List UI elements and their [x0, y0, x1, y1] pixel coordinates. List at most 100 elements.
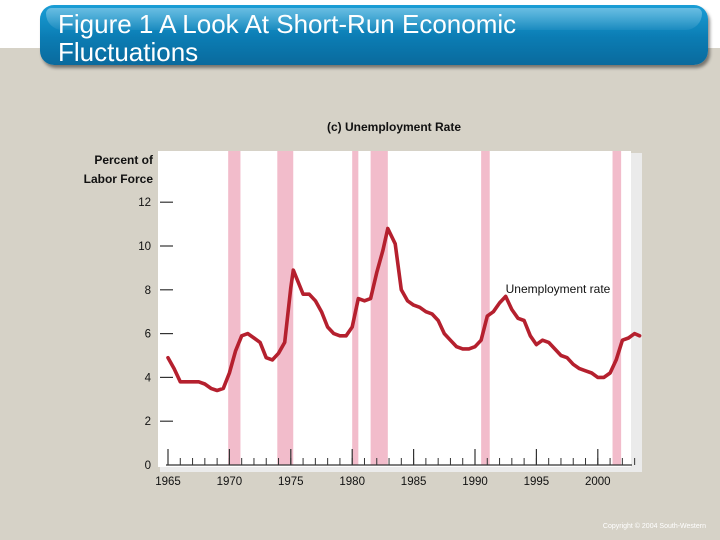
- data-point: [627, 336, 630, 340]
- data-point: [638, 334, 641, 338]
- data-point: [386, 227, 390, 230]
- y-tick-label-10: 10: [138, 241, 151, 253]
- data-point: [307, 292, 311, 296]
- data-point: [209, 386, 213, 390]
- x-tick-label-1975: 1975: [278, 476, 304, 488]
- data-point: [326, 325, 330, 329]
- data-point: [614, 358, 618, 362]
- data-point: [252, 336, 256, 340]
- data-point: [430, 312, 434, 316]
- data-point: [291, 268, 295, 272]
- data-point: [479, 338, 483, 342]
- data-point: [467, 347, 471, 351]
- x-tick-label-1965: 1965: [155, 476, 181, 488]
- data-point: [313, 299, 317, 303]
- data-point: [301, 292, 305, 296]
- data-point: [178, 380, 182, 384]
- x-tick-label-2000: 2000: [585, 476, 611, 488]
- data-point: [228, 371, 231, 375]
- data-point: [510, 308, 514, 311]
- y-tick-label-8: 8: [145, 285, 151, 297]
- data-point: [381, 248, 385, 252]
- slide-title: Figure 1 A Look At Short-Run Economic Fl…: [58, 9, 517, 67]
- data-point: [215, 389, 219, 392]
- y-axis-label-line1: Percent of: [94, 153, 154, 167]
- data-point: [283, 340, 287, 344]
- data-point: [559, 354, 563, 357]
- data-point: [295, 277, 299, 281]
- chart-title: (c) Unemployment Rate: [327, 120, 461, 134]
- data-point: [571, 362, 575, 366]
- data-point: [461, 347, 465, 351]
- data-point: [620, 338, 624, 342]
- data-point: [289, 286, 293, 290]
- y-tick-label-2: 2: [145, 416, 151, 428]
- y-tick-label-0: 0: [145, 460, 151, 472]
- data-point: [363, 299, 366, 303]
- recession-band-3: [370, 151, 388, 465]
- data-point: [234, 349, 237, 353]
- data-point: [492, 310, 495, 314]
- x-tick-label-1995: 1995: [524, 476, 550, 488]
- x-ticks: 1965 1970 1975 1980 1985 1990 1995 2000: [155, 449, 636, 488]
- data-point: [221, 386, 225, 390]
- series-annotation: Unemployment rate: [506, 282, 611, 296]
- data-point: [596, 376, 600, 379]
- recession-band-0: [228, 151, 241, 465]
- data-point: [240, 334, 244, 338]
- data-point: [191, 380, 194, 384]
- data-point: [449, 338, 452, 342]
- recession-band-5: [612, 151, 622, 465]
- data-point: [320, 310, 323, 314]
- data-point: [406, 299, 409, 303]
- data-point: [338, 334, 342, 338]
- data-point: [270, 358, 274, 362]
- data-point: [633, 332, 637, 335]
- data-point: [535, 343, 538, 346]
- data-point: [418, 305, 422, 309]
- data-point: [584, 369, 587, 373]
- x-tick-label-1980: 1980: [339, 476, 365, 488]
- data-point: [258, 340, 262, 344]
- data-point: [172, 367, 176, 371]
- data-point: [375, 270, 379, 274]
- data-point: [553, 347, 557, 351]
- data-point: [412, 303, 415, 307]
- data-point: [344, 334, 348, 338]
- data-point: [590, 371, 594, 375]
- y-tick-label-6: 6: [145, 329, 151, 341]
- data-point: [197, 380, 201, 384]
- recession-band-4: [481, 151, 490, 465]
- title-bar: [40, 5, 708, 65]
- data-point: [608, 371, 612, 375]
- data-point: [277, 351, 280, 355]
- x-tick-label-1970: 1970: [217, 476, 243, 488]
- data-point: [485, 314, 489, 318]
- data-point: [528, 334, 532, 338]
- data-point: [356, 297, 360, 300]
- data-point: [516, 316, 520, 320]
- data-point: [541, 338, 544, 342]
- recession-band-1: [277, 151, 294, 465]
- data-point: [203, 382, 207, 386]
- y-tick-label-12: 12: [138, 197, 151, 209]
- data-point: [565, 356, 569, 360]
- data-point: [264, 356, 268, 360]
- y-axis-label-line2: Labor Force: [84, 172, 154, 186]
- data-point: [436, 319, 440, 322]
- data-point: [369, 297, 373, 300]
- y-ticks: 0 2 4 6 8 10 12: [138, 197, 173, 472]
- x-tick-label-1990: 1990: [462, 476, 488, 488]
- data-point: [455, 345, 458, 349]
- data-point: [393, 242, 397, 246]
- data-point: [424, 310, 428, 314]
- x-tick-label-1985: 1985: [401, 476, 427, 488]
- data-point: [602, 376, 606, 379]
- data-point: [442, 332, 446, 335]
- data-point: [498, 301, 501, 305]
- data-point: [185, 380, 188, 384]
- data-point: [350, 325, 354, 329]
- data-point: [577, 367, 581, 371]
